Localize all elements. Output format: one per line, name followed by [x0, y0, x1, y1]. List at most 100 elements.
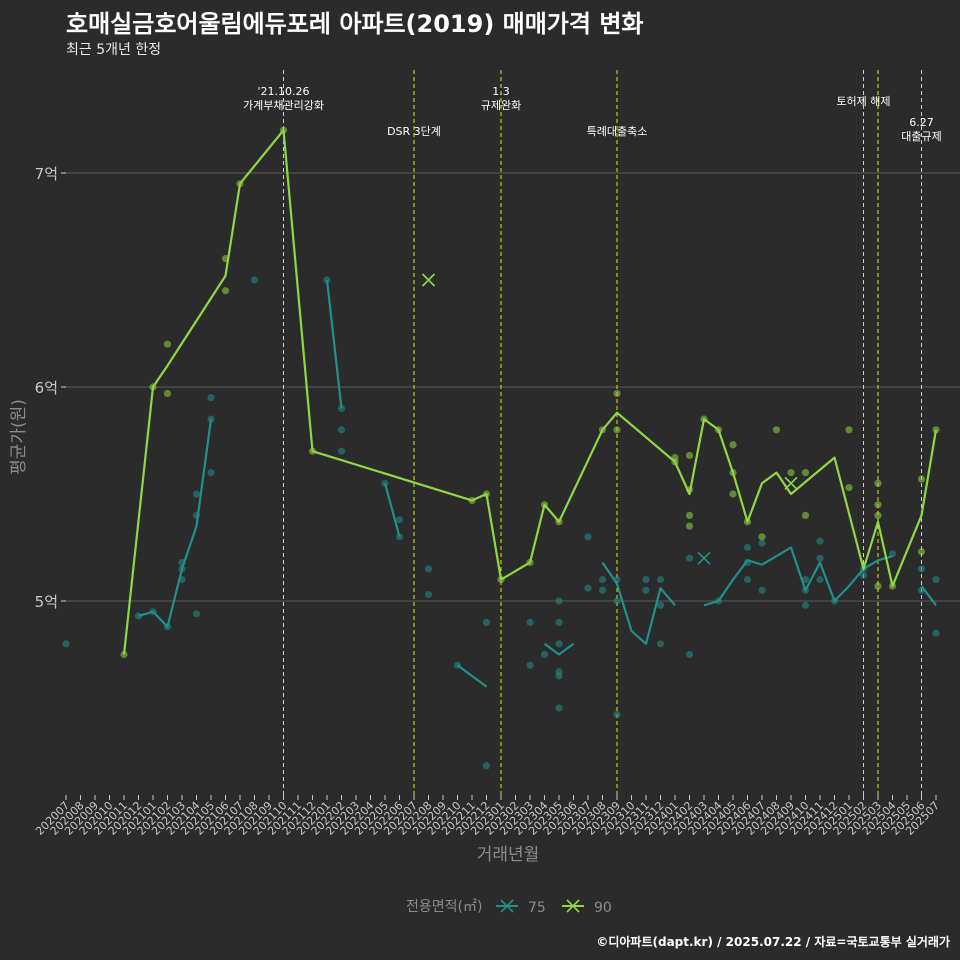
- data-point: [221, 287, 230, 295]
- data-point: [656, 576, 665, 584]
- data-point: [685, 650, 694, 659]
- data-point: [743, 576, 752, 584]
- data-point: [816, 537, 824, 545]
- data-point: [801, 469, 810, 477]
- event-label: 특례대출축소: [587, 125, 648, 138]
- data-point: [729, 490, 737, 498]
- data-point: [613, 389, 621, 398]
- legend-label: 90: [594, 900, 612, 916]
- data-point: [743, 543, 752, 552]
- series-line-75: [456, 664, 488, 688]
- data-point: [685, 522, 694, 530]
- data-point: [163, 389, 172, 398]
- data-point: [395, 533, 404, 541]
- data-point: [555, 640, 563, 648]
- event-label: 1.3: [492, 85, 510, 98]
- data-point: [917, 475, 926, 483]
- data-point: [526, 618, 534, 627]
- data-point: [801, 601, 810, 609]
- series-line-75: [138, 418, 213, 628]
- data-point: [598, 586, 607, 594]
- data-point: [540, 650, 549, 659]
- y-tick-label: 6억: [35, 379, 58, 397]
- data-point: [613, 710, 621, 719]
- legend-key-cross: [566, 899, 580, 913]
- data-point: [758, 586, 766, 594]
- data-point: [816, 576, 824, 584]
- data-point: [482, 618, 491, 627]
- data-point: [729, 441, 737, 449]
- legend: 전용면적(㎡) 75 90: [406, 899, 612, 916]
- y-axis-title: 평균가(원): [9, 399, 29, 475]
- data-point: [555, 618, 563, 627]
- data-point: [874, 479, 882, 487]
- data-point: [874, 511, 882, 519]
- data-point: [613, 426, 621, 434]
- data-point: [337, 447, 346, 455]
- series-line-75: [601, 561, 676, 645]
- chart-subtitle: 최근 5개년 한정: [66, 42, 162, 58]
- data-point: [656, 601, 665, 609]
- data-point: [598, 576, 607, 584]
- data-point: [874, 501, 882, 509]
- series-line-75: [325, 279, 343, 409]
- data-point: [758, 533, 766, 541]
- series-line-90: [122, 129, 938, 655]
- data-point: [192, 490, 201, 498]
- data-point: [917, 548, 926, 556]
- series-line-75: [383, 483, 401, 538]
- data-point: [772, 426, 781, 434]
- data-point: [685, 451, 694, 460]
- data-point: [424, 590, 433, 599]
- data-point: [395, 516, 404, 524]
- series-line-75: [543, 642, 575, 656]
- event-label: '21.10.26: [257, 85, 309, 98]
- data-point: [555, 672, 563, 680]
- data-point: [163, 340, 172, 348]
- data-point: [613, 597, 621, 605]
- data-point: [685, 511, 694, 519]
- series-line-75: [920, 585, 937, 606]
- data-point: [845, 426, 853, 434]
- event-label: 가계부채관리강화: [243, 99, 324, 112]
- legend-label: 75: [528, 900, 546, 916]
- data-point: [845, 483, 853, 492]
- series-line-75: [703, 546, 893, 607]
- x-axis-title: 거래년월: [477, 845, 540, 865]
- data-point: [207, 394, 215, 402]
- data-point: [859, 571, 868, 579]
- data-point: [685, 554, 694, 562]
- y-tick-label: 7억: [35, 165, 58, 183]
- data-point: [758, 539, 766, 547]
- cross-marker: [697, 551, 711, 565]
- event-label: 토허제 해제: [836, 94, 890, 108]
- data-point: [555, 597, 563, 605]
- data-point: [555, 704, 563, 712]
- data-point: [917, 565, 926, 573]
- data-point: [62, 640, 70, 648]
- cross-marker: [421, 273, 436, 287]
- legend-title: 전용면적(㎡): [406, 899, 482, 915]
- data-point: [932, 576, 940, 584]
- data-point: [656, 640, 665, 648]
- cross-marker: [784, 476, 798, 490]
- event-label: DSR 3단계: [387, 125, 441, 138]
- data-point: [207, 469, 215, 477]
- data-point: [874, 582, 882, 590]
- data-point: [642, 586, 650, 594]
- data-point: [787, 469, 795, 477]
- data-point: [584, 584, 592, 592]
- data-point: [250, 276, 259, 284]
- legend-key-cross: [500, 899, 514, 913]
- data-point: [424, 565, 433, 573]
- data-point: [584, 533, 592, 541]
- data-point: [526, 661, 534, 669]
- data-point: [642, 576, 650, 584]
- data-point: [482, 762, 491, 770]
- event-label: 6.27: [909, 116, 934, 129]
- chart-title: 호매실금호어울림에듀포레 아파트(2019) 매매가격 변화: [66, 10, 644, 38]
- event-label: 대출규제: [901, 130, 941, 143]
- event-label: 규제완화: [481, 99, 521, 112]
- data-point: [801, 576, 810, 584]
